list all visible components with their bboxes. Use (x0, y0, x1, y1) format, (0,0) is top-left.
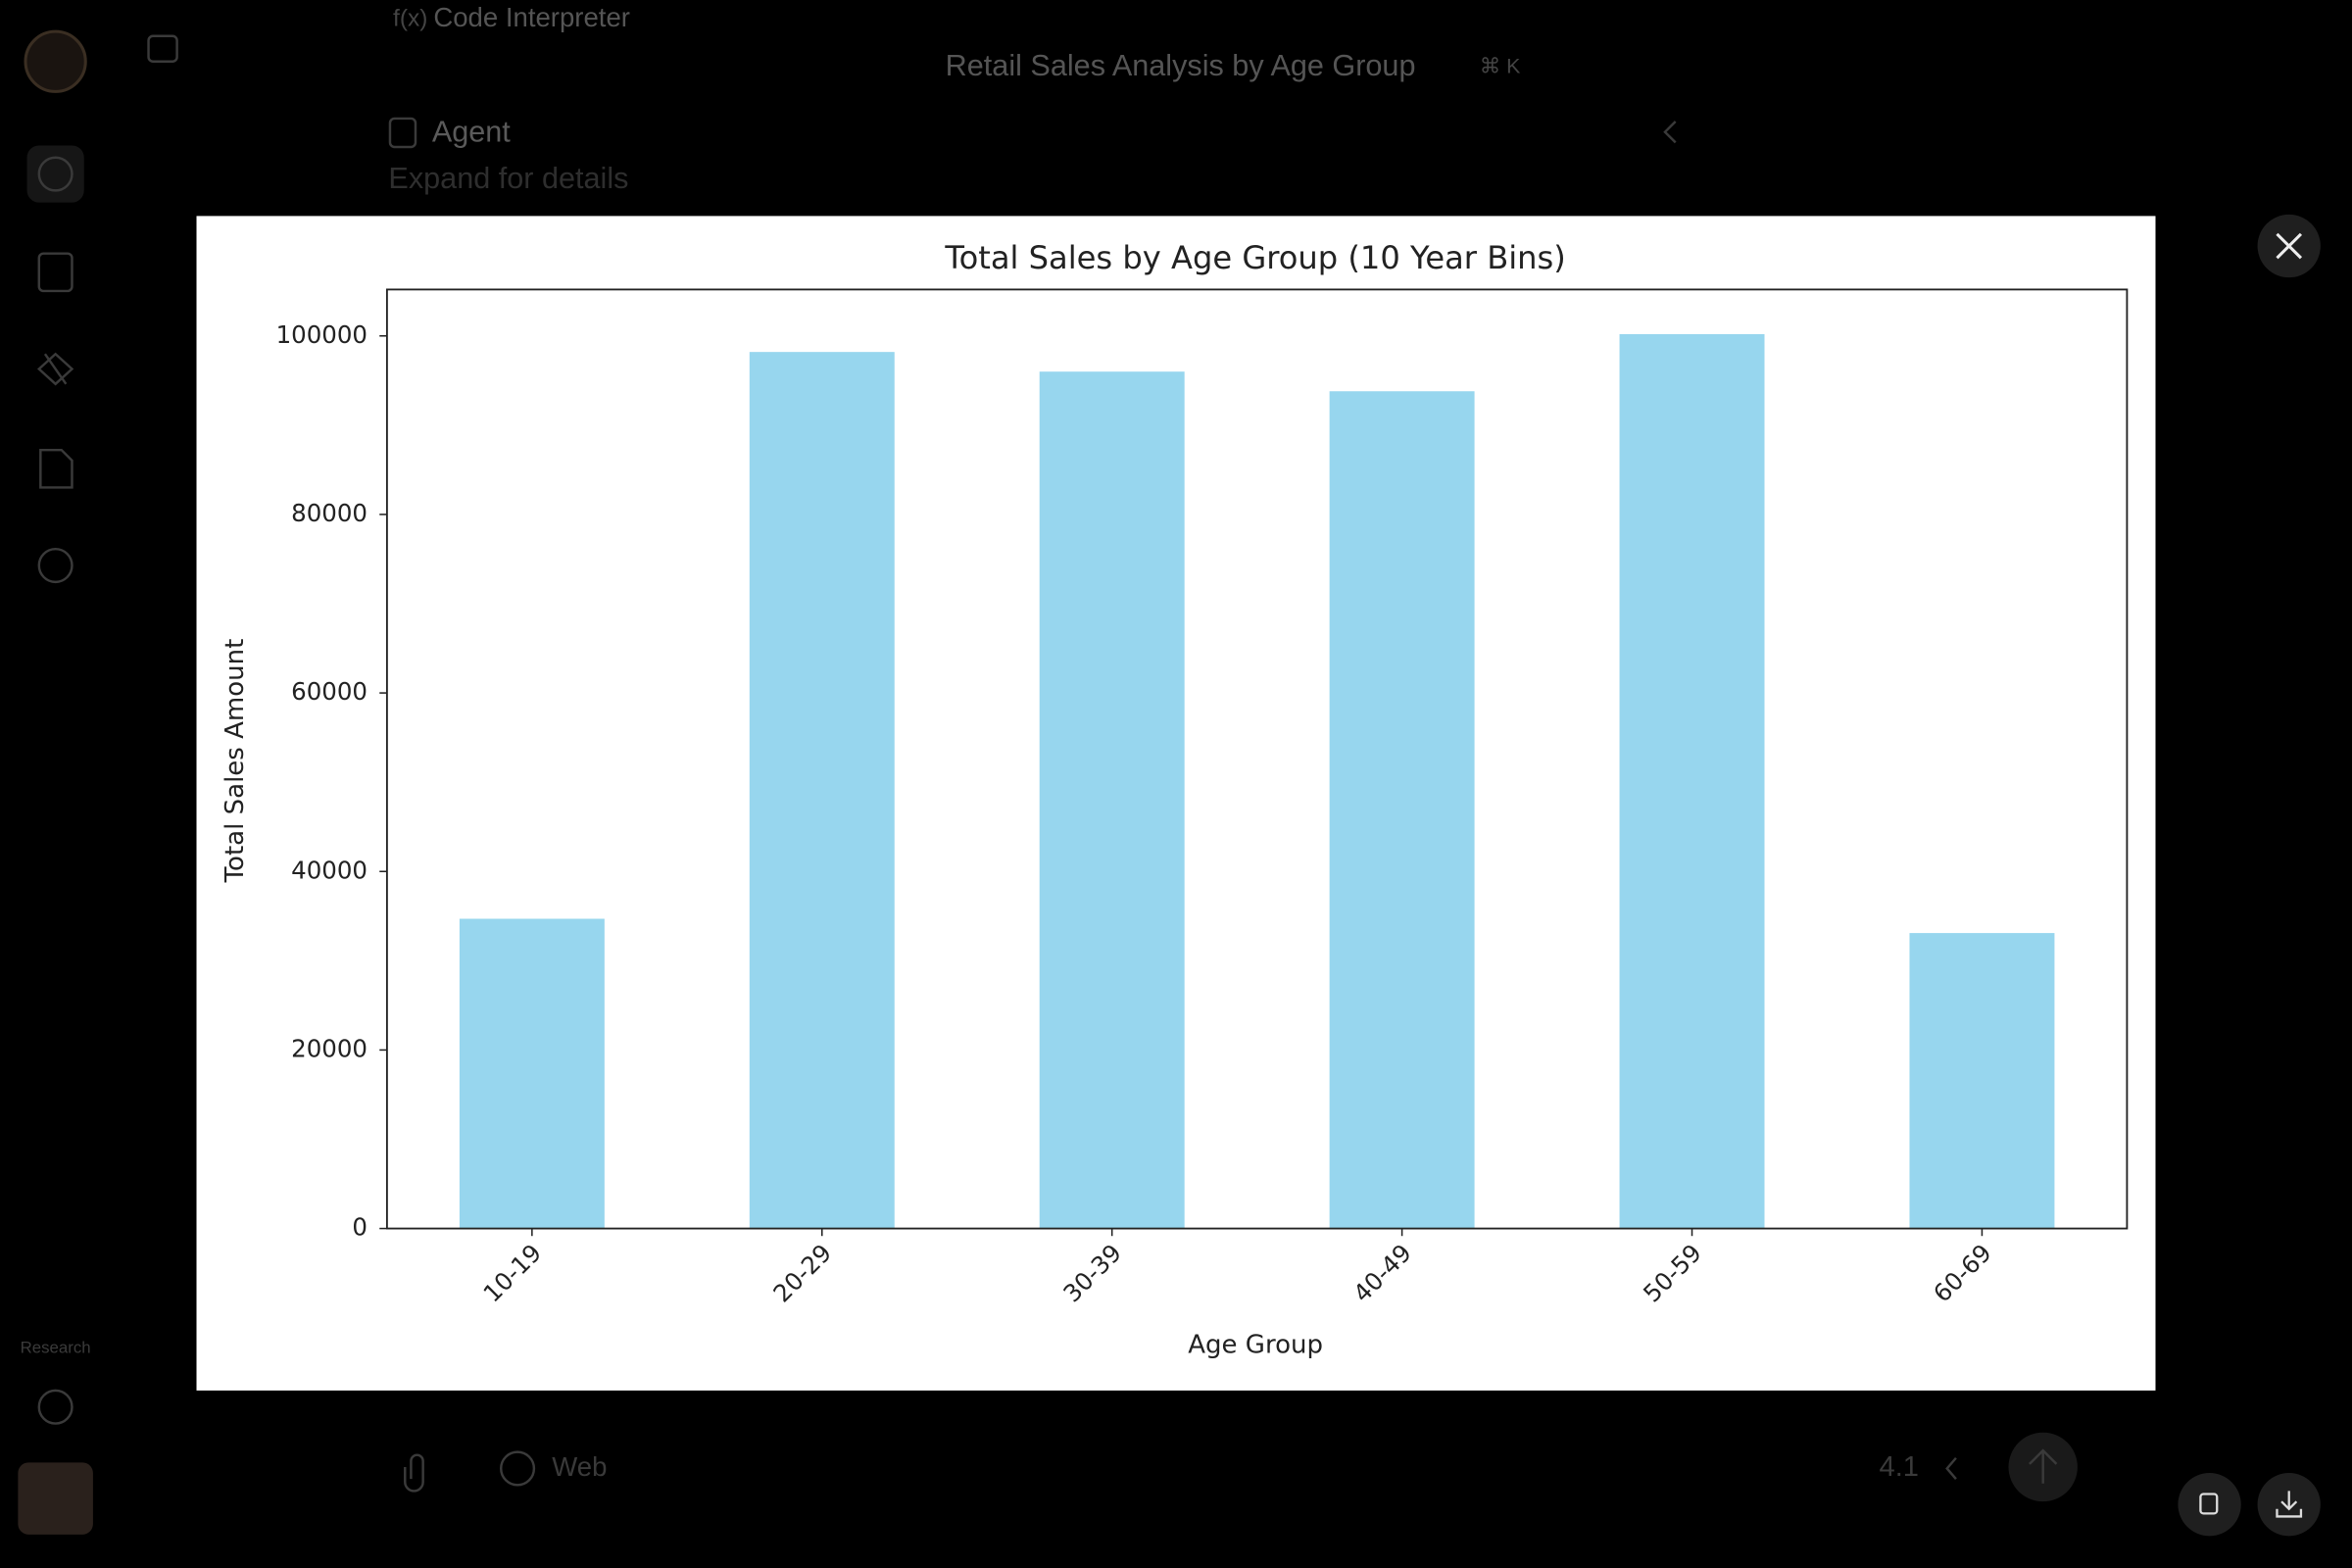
agent-hint: Expand for details (388, 162, 628, 195)
model-version[interactable]: 4.1 (1880, 1451, 1919, 1483)
y-axis-label: Total Sales Amount (220, 639, 250, 884)
x-axis-label: Age Group (1188, 1330, 1323, 1359)
sidebar-label: Research (21, 1338, 91, 1356)
nav-icon (37, 156, 74, 192)
spinner (37, 1389, 74, 1425)
copy-icon (2199, 1493, 2219, 1515)
conversation-title: Retail Sales Analysis by Age Group (946, 49, 1416, 82)
y-tick-label: 80000 (291, 499, 368, 527)
y-tick-label: 100000 (276, 320, 368, 349)
copy-button[interactable] (2178, 1473, 2241, 1537)
nav-docs[interactable] (39, 448, 74, 489)
y-tick-label: 20000 (291, 1034, 368, 1062)
sidebar: Research (18, 29, 178, 1535)
nav-notebook[interactable] (37, 252, 74, 293)
nav-active[interactable] (26, 145, 84, 203)
shortcut-hint: ⌘ K (1480, 55, 1521, 78)
bar (459, 918, 605, 1229)
fx-icon: f(x) (393, 5, 427, 31)
y-tick-label: 60000 (291, 677, 368, 706)
avatar[interactable] (24, 29, 87, 93)
chart-title: Total Sales by Age Group (10 Year Bins) (944, 239, 1565, 276)
bar (1909, 933, 2055, 1229)
bar (749, 352, 895, 1229)
y-tick-label: 0 (352, 1213, 368, 1242)
tool-name: Code Interpreter (433, 2, 630, 32)
bar (1619, 333, 1765, 1229)
web-icon[interactable] (500, 1450, 536, 1487)
download-icon (2276, 1491, 2303, 1518)
nav-code[interactable] (36, 352, 74, 386)
toggle-sidebar[interactable] (147, 34, 178, 63)
bar (1329, 391, 1475, 1229)
chart: Total Sales by Age Group (10 Year Bins) … (220, 239, 2129, 1359)
attach-button[interactable] (404, 1453, 424, 1493)
agent-icon (388, 117, 417, 149)
model-arrow[interactable] (1945, 1456, 1957, 1480)
web-toggle[interactable]: Web (552, 1451, 607, 1482)
feedback-button[interactable] (18, 1462, 93, 1535)
send-arrow (2029, 1448, 2058, 1484)
nav-settings[interactable] (37, 547, 74, 584)
y-tick-label: 40000 (291, 856, 368, 884)
close-icon (2276, 232, 2303, 260)
agent-label[interactable]: Agent (432, 115, 511, 148)
bar (1039, 371, 1185, 1229)
plot-frame (385, 288, 2129, 1230)
collapse-arrow[interactable] (1663, 121, 1677, 144)
